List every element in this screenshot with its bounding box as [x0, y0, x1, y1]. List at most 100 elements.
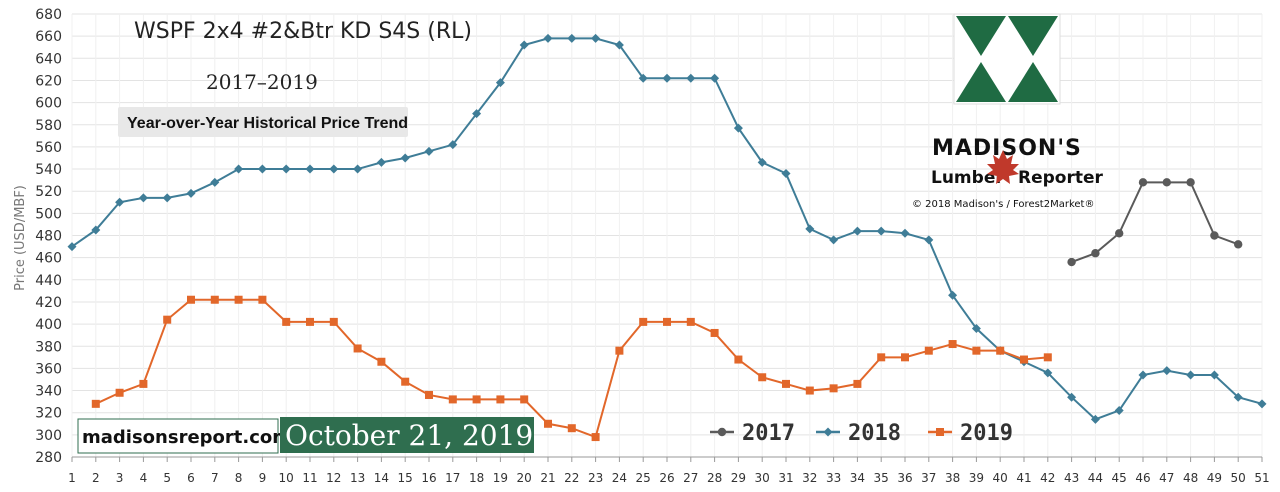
data-point-2018	[162, 193, 172, 203]
y-tick-label: 460	[35, 251, 62, 267]
report-date: October 21, 2019	[285, 419, 533, 452]
data-point-2018	[852, 226, 862, 236]
x-tick-label: 45	[1112, 471, 1127, 485]
x-tick-label: 8	[235, 471, 243, 485]
x-tick-label: 32	[802, 471, 817, 485]
data-point-2018	[781, 168, 791, 178]
x-tick-label: 1	[68, 471, 76, 485]
data-point-2018	[876, 226, 886, 236]
data-point-2019	[663, 317, 671, 326]
data-point-2018	[1043, 368, 1053, 378]
data-point-2019	[805, 386, 814, 395]
data-point-2018	[948, 290, 958, 300]
data-point-2018	[1257, 399, 1267, 409]
data-point-2018	[1138, 370, 1148, 380]
x-tick-label: 30	[755, 471, 770, 485]
data-point-2018	[519, 40, 529, 50]
data-point-2019	[877, 353, 886, 362]
x-tick-label: 31	[778, 471, 793, 485]
y-tick-label: 640	[35, 51, 62, 67]
y-tick-label: 360	[35, 361, 62, 377]
legend-item-2018: 2018	[816, 421, 901, 446]
series-layer	[67, 33, 1267, 442]
data-point-2019	[639, 317, 648, 326]
data-point-2019	[377, 357, 386, 366]
data-point-2018	[1162, 366, 1172, 376]
data-point-2018	[829, 235, 839, 245]
data-point-2019	[924, 346, 933, 355]
data-point-2017	[1210, 231, 1219, 240]
data-point-2019	[782, 379, 790, 388]
y-tick-label: 540	[35, 162, 62, 178]
data-point-2019	[425, 390, 433, 399]
x-tick-label: 25	[636, 471, 651, 485]
brand-logo: MADISON'S Lumber Reporter © 2018 Madison…	[912, 13, 1104, 210]
data-point-2018	[733, 123, 743, 133]
data-point-2017	[1162, 178, 1172, 187]
data-point-2018	[900, 228, 910, 238]
data-point-2018	[448, 140, 458, 150]
data-point-2019	[544, 419, 552, 428]
y-tick-label: 380	[35, 339, 62, 355]
data-point-2018	[1114, 405, 1124, 415]
x-tick-label: 34	[850, 471, 865, 485]
data-point-2018	[805, 224, 815, 234]
x-tick-label: 15	[398, 471, 413, 485]
x-tick-label: 27	[683, 471, 698, 485]
data-point-2018	[424, 146, 434, 156]
data-point-2019	[448, 395, 457, 404]
data-point-2019	[615, 346, 624, 355]
data-point-2018	[400, 153, 410, 163]
data-point-2018	[305, 164, 315, 174]
data-point-2018	[757, 157, 767, 167]
legend-marker-2017	[717, 427, 727, 437]
series-2018	[67, 33, 1267, 424]
data-point-2019	[187, 295, 195, 304]
x-tick-label: 16	[421, 471, 436, 485]
legend: 2017 2018 2019	[710, 421, 1013, 446]
data-point-2018	[543, 33, 553, 43]
chart-title: WSPF 2x4 #2&Btr KD S4S (RL)	[134, 19, 472, 44]
x-tick-label: 10	[279, 471, 294, 485]
data-point-2018	[210, 177, 220, 187]
data-point-2019	[1043, 353, 1052, 362]
y-tick-label: 560	[35, 140, 62, 156]
legend-item-2017: 2017	[710, 421, 795, 446]
brand-sub-right: Reporter	[1018, 168, 1104, 188]
data-point-2018	[353, 164, 363, 174]
x-tick-label: 19	[493, 471, 508, 485]
data-point-2019	[591, 433, 600, 442]
data-point-2018	[472, 109, 482, 119]
legend-label-2017: 2017	[742, 421, 795, 446]
y-tick-label: 480	[35, 229, 62, 245]
trend-label: Year-over-Year Historical Price Trend	[127, 115, 408, 132]
y-tick-label: 580	[35, 118, 62, 134]
data-point-2019	[1020, 355, 1028, 364]
data-point-2019	[115, 388, 124, 397]
y-tick-label: 340	[35, 384, 62, 400]
data-point-2018	[924, 235, 934, 245]
data-point-2019	[520, 395, 529, 404]
x-tick-label: 46	[1135, 471, 1150, 485]
logo-triangle-3	[956, 62, 1006, 102]
x-tick-label: 28	[707, 471, 722, 485]
data-point-2018	[495, 78, 505, 88]
data-point-2018	[91, 225, 101, 235]
x-tick-label: 23	[588, 471, 603, 485]
data-point-2018	[591, 33, 601, 43]
data-point-2019	[829, 384, 838, 393]
data-point-2019	[710, 328, 719, 337]
x-tick-label: 49	[1207, 471, 1222, 485]
axes: 2803003203403603804004204404604805005205…	[35, 7, 1269, 485]
data-point-2019	[948, 340, 957, 349]
brand-sub-left: Lumber	[931, 168, 1004, 188]
copyright: © 2018 Madison's / Forest2Market®	[912, 199, 1094, 210]
data-point-2018	[1233, 392, 1243, 402]
y-tick-label: 680	[35, 7, 62, 23]
x-tick-label: 24	[612, 471, 627, 485]
x-tick-label: 42	[1040, 471, 1055, 485]
data-point-2019	[234, 295, 243, 304]
x-tick-label: 14	[374, 471, 389, 485]
data-point-2019	[306, 317, 314, 326]
